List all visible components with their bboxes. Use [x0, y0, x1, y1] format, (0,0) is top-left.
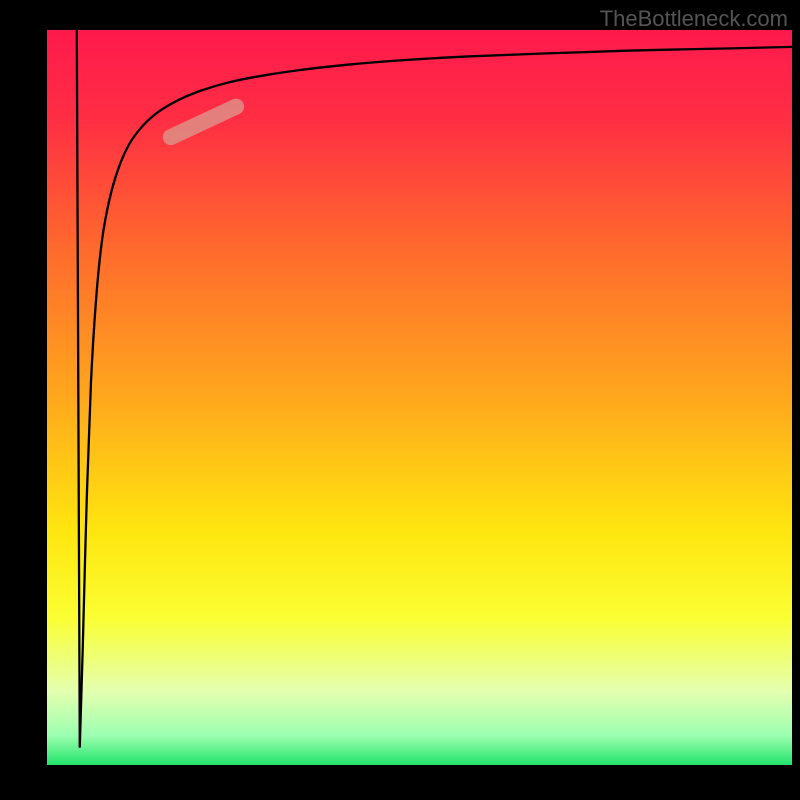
attribution-text: TheBottleneck.com: [600, 6, 788, 32]
chart-container: TheBottleneck.com: [0, 0, 800, 800]
background-gradient: [47, 30, 792, 765]
plot-area: [47, 30, 792, 765]
